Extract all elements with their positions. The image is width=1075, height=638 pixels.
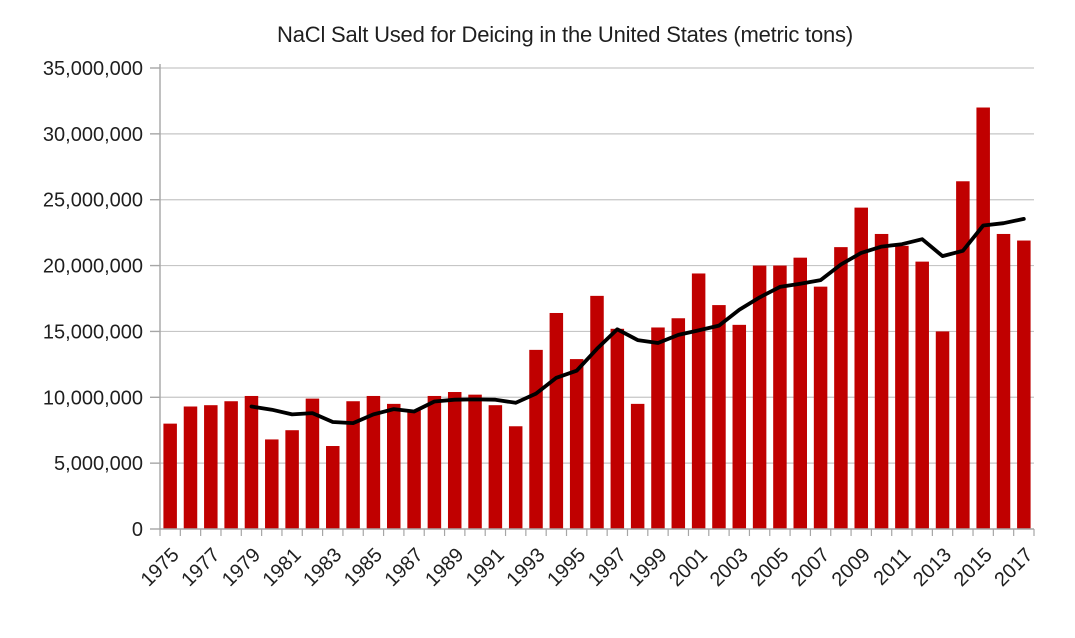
bar-2007 (813, 286, 828, 529)
bar-1986 (386, 403, 401, 529)
x-tick-label: 1997 (584, 544, 631, 591)
bar-1993 (529, 349, 543, 529)
x-tick-label: 2011 (869, 544, 915, 590)
x-tick-label: 2017 (990, 544, 1037, 591)
bar-1998 (630, 403, 645, 529)
bar-1995 (569, 359, 584, 529)
bar-2006 (793, 257, 808, 529)
bar-2011 (895, 245, 909, 530)
bar-1981 (285, 430, 299, 529)
bar-2016 (996, 233, 1011, 529)
bar-2005 (773, 265, 787, 529)
y-tick-label: 15,000,000 (43, 321, 143, 343)
bar-1990 (468, 394, 482, 529)
bar-2001 (691, 273, 706, 529)
x-tick-label: 1981 (259, 544, 306, 591)
y-tick-label: 5,000,000 (54, 453, 143, 475)
bar-1982 (305, 398, 320, 529)
x-tick-label: 2001 (665, 544, 712, 591)
x-tick-label: 1991 (462, 544, 509, 591)
bar-2017 (1017, 240, 1031, 529)
bar-1980 (265, 439, 279, 529)
y-tick-label: 20,000,000 (43, 256, 143, 278)
y-tick-label: 10,000,000 (43, 387, 143, 409)
trend-line-path (249, 216, 1026, 426)
bar-1984 (346, 401, 360, 529)
bar-1978 (224, 401, 238, 529)
y-tick-label: 0 (132, 519, 143, 541)
bar-1994 (549, 312, 564, 529)
bar-1988 (427, 395, 442, 529)
x-tick-label: 2013 (909, 544, 956, 591)
x-tick-label: 2009 (828, 544, 875, 591)
bar-1999 (651, 327, 665, 529)
bar-2002 (712, 305, 726, 529)
y-tick-label: 25,000,000 (43, 190, 143, 212)
x-tick-label: 1979 (218, 544, 265, 591)
x-tick-label: 2015 (950, 544, 997, 591)
x-tick-label: 1985 (340, 544, 387, 591)
bar-1991 (488, 405, 503, 529)
x-tick-label: 1975 (137, 544, 184, 591)
x-tick-label: 1995 (543, 544, 590, 591)
x-tick-label: 1999 (624, 544, 671, 591)
bar-1987 (407, 410, 421, 529)
y-tick-label: 35,000,000 (43, 58, 143, 80)
x-tick-label: 1993 (503, 544, 550, 591)
bar-1992 (508, 426, 523, 529)
x-tick-label: 1983 (299, 544, 346, 591)
bar-1997 (610, 328, 625, 529)
x-tick-label: 1987 (381, 544, 428, 591)
bar-1979 (244, 395, 259, 529)
bar-2004 (752, 265, 767, 529)
bar-1983 (326, 446, 340, 529)
bar-2010 (874, 233, 889, 529)
bar-1985 (366, 395, 381, 529)
y-tick-label: 30,000,000 (43, 124, 143, 146)
bar-2008 (834, 247, 848, 530)
chart-title: NaCl Salt Used for Deicing in the United… (277, 22, 853, 47)
bar-2000 (671, 318, 686, 529)
x-tick-label: 2005 (746, 544, 793, 591)
x-tick-label: 2003 (706, 544, 753, 591)
x-tick-label: 1989 (421, 544, 468, 591)
bar-1977 (204, 405, 218, 529)
bar-2012 (915, 261, 929, 529)
bar-1989 (447, 392, 462, 529)
bar-1976 (183, 406, 198, 529)
bar-2013 (935, 331, 950, 529)
x-tick-label: 2007 (787, 544, 834, 591)
bar-2003 (732, 324, 747, 529)
bar-2009 (854, 207, 868, 530)
bar-2015 (976, 107, 990, 529)
bar-1975 (163, 423, 177, 529)
bar-1996 (590, 295, 604, 529)
x-tick-label: 1977 (177, 544, 224, 591)
bar-2014 (956, 181, 970, 529)
